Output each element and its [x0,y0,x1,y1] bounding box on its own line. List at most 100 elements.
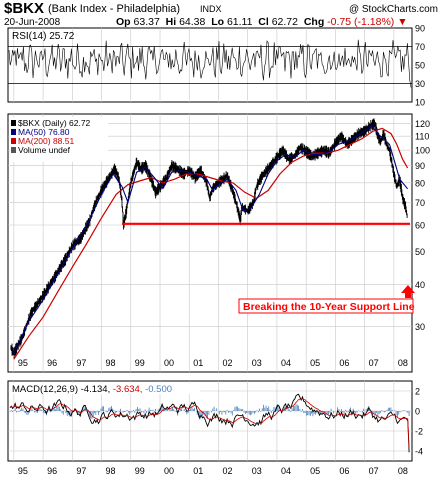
price-y-tick-label: 110 [415,132,429,142]
ticker-symbol: $BKX [4,0,45,17]
legend-swatch-0 [11,120,16,126]
macd-x-tick-label: 07 [369,466,379,476]
rsi-line [8,39,412,88]
macd-value-2: -0.500 [145,384,172,395]
price-y-tick-label: 80 [415,178,425,188]
price-x-ticks: 95 96 97 98 99 00 01 02 03 04 05 06 07 08 [18,358,408,368]
price-y-tick-label: 50 [415,247,425,257]
macd-x-tick-label: 06 [339,466,349,476]
price-y-ticks: 120 110 100 90 80 70 60 50 40 30 [415,119,430,332]
legend-label-1: MA(50) 76.80 [18,127,70,137]
price-x-tick-label: 04 [281,358,291,368]
macd-y-tick-label: 0 [415,407,420,417]
price-y-tick-label: 90 [415,161,425,171]
exchange-label: INDX [200,4,222,14]
legend-bg [10,117,108,162]
support-annotation: Breaking the 10-Year Support Line [122,222,415,314]
macd-y-tick-label: -4 [415,447,423,457]
rsi-y-tick-label: 30 [415,79,425,89]
macd-x-tick-label: 95 [18,466,28,476]
up-arrow-icon [401,285,415,298]
macd-x-tick-label: 08 [398,466,408,476]
macd-x-ticks: 95 96 97 98 99 00 01 02 03 04 05 06 07 08 [18,466,408,476]
price-x-tick-label: 00 [164,358,174,368]
high-label: Hi [165,16,177,28]
price-x-tick-label: 97 [76,358,86,368]
quote-date: 20-Jun-2008 [4,17,61,28]
rsi-title: RSI(14) 25.72 [12,31,75,42]
macd-title-bg [10,383,200,394]
price-x-tick-label: 96 [47,358,57,368]
rsi-y-tick-label: 50 [415,61,425,71]
price-x-tick-label: 07 [369,358,379,368]
price-x-tick-label: 02 [222,358,232,368]
rsi-y-ticks: 90 70 50 30 10 [415,24,425,108]
price-x-tick-label: 99 [135,358,145,368]
macd-x-tick-label: 01 [193,466,203,476]
macd-x-tick-label: 96 [47,466,57,476]
down-arrow-icon: ▼ [397,16,408,28]
price-y-tick-label: 40 [415,280,425,290]
macd-x-tick-label: 97 [76,466,86,476]
close-label: Cl [258,16,269,28]
rsi-y-tick-label: 70 [415,42,425,52]
quote-line: Op 63.37 Hi 64.38 Lo 61.11 Cl 62.72 Chg … [116,16,408,28]
price-x-tick-label: 08 [398,358,408,368]
price-y-tick-label: 70 [415,198,425,208]
macd-x-tick-label: 99 [135,466,145,476]
macd-y-tick-label: -2 [415,427,423,437]
price-x-tick-label: 03 [252,358,262,368]
macd-panel: MACD(12,26,9) -4.134, -3.634, -0.500 2 0 -… [7,380,423,476]
macd-x-tick-label: 05 [310,466,320,476]
price-panel: 120 110 100 90 80 70 60 50 40 30 95 96 97 98 99 00 01 02… [7,113,430,373]
high-value: 64.38 [179,16,206,28]
legend-swatch-1 [11,129,16,135]
support-label: Breaking the 10-Year Support Line [243,301,415,313]
macd-title-label: MACD(12,26,9) [12,384,81,395]
low-label: Lo [211,16,225,28]
open-value: 63.37 [133,16,160,28]
index-name: (Bank Index - Philadelphia) [48,3,181,15]
low-value: 61.11 [226,16,253,28]
price-x-tick-label: 05 [310,358,320,368]
macd-value-1: -3.634, [113,384,145,395]
close-value: 62.72 [271,16,298,28]
legend-swatch-3 [11,147,16,153]
macd-marks [9,393,410,453]
macd-x-tick-label: 98 [106,466,116,476]
macd-value-0: -4.134, [81,384,113,395]
legend-swatch-2 [11,138,16,144]
price-y-tick-label: 100 [415,146,430,156]
price-y-tick-label: 30 [415,322,425,332]
price-x-tick-label: 01 [193,358,203,368]
macd-title: MACD(12,26,9) -4.134, -3.634, -0.500 [10,383,200,395]
open-label: Op [116,16,131,28]
rsi-panel: RSI(14) 25.72 90 70 50 30 10 [7,24,425,108]
support-label-box [238,298,414,314]
price-x-tick-label: 95 [18,358,28,368]
price-y-tick-label: 60 [415,221,425,231]
macd-y-tick-label: 2 [415,387,420,397]
macd-title-text: MACD(12,26,9) -4.134, -3.634, -0.500 [12,384,172,395]
legend-label-3: Volume undef [18,145,71,155]
rsi-y-tick-label: 90 [415,24,425,34]
macd-x-tick-label: 04 [281,466,291,476]
macd-signal-line [9,398,410,448]
rsi-y-tick-label: 10 [415,98,425,108]
change-label: Chg [303,16,325,28]
price-x-tick-label: 98 [106,358,116,368]
stockcharts-credit: @ StockCharts.com [348,4,438,15]
macd-y-ticks: 2 0 -2 -4 [415,387,423,457]
macd-x-tick-label: 02 [222,466,232,476]
legend-label-2: MA(200) 88.51 [18,136,74,146]
price-x-tick-label: 06 [339,358,349,368]
price-y-tick-label: 120 [415,119,430,129]
macd-x-tick-label: 00 [164,466,174,476]
legend-label-0: $BKX (Daily) 62.72 [18,118,91,128]
rsi-grid [8,28,412,102]
price-marks [10,118,409,360]
change-value: -0.75 (-1.18%) [327,16,395,28]
